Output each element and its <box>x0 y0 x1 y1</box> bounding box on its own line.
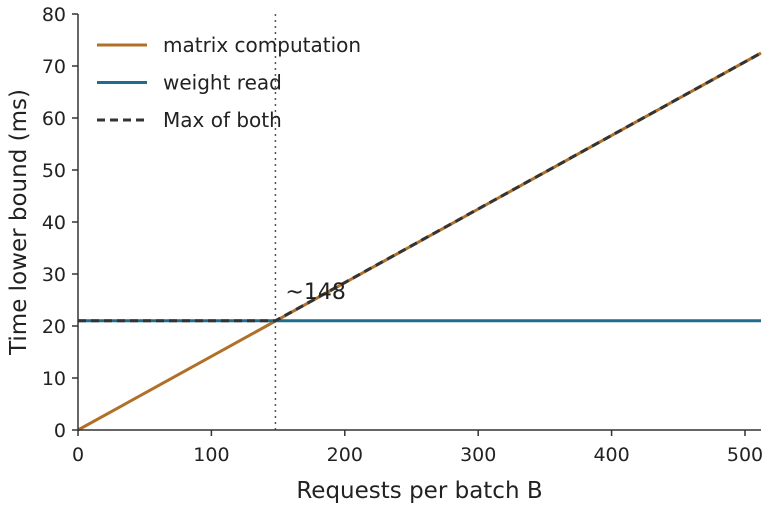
series-line-max-of-both <box>78 51 762 323</box>
legend-label: Max of both <box>163 108 282 132</box>
y-tick-label: 20 <box>42 316 66 338</box>
plot-area <box>77 14 762 432</box>
x-tick-label: 400 <box>593 444 629 466</box>
y-tick-label: 10 <box>42 368 66 390</box>
x-tick-label: 200 <box>327 444 363 466</box>
x-tick-label: 500 <box>727 444 763 466</box>
y-tick-label: 30 <box>42 264 66 286</box>
y-tick-label: 60 <box>42 108 66 130</box>
y-tick-label: 0 <box>54 420 66 442</box>
x-tick-label: 300 <box>460 444 496 466</box>
legend: matrix computation weight read Max of both <box>97 33 361 132</box>
axes: 0 100 200 300 400 500 0 10 20 30 40 50 60 70 80 <box>42 4 763 466</box>
y-tick-label: 70 <box>42 56 66 78</box>
y-tick-label: 80 <box>42 4 66 26</box>
legend-label: weight read <box>163 71 282 95</box>
x-tick-label: 100 <box>193 444 229 466</box>
x-tick-label: 0 <box>72 444 84 466</box>
series-line-matrix-computation <box>77 51 762 432</box>
y-axis-label: Time lower bound (ms) <box>6 89 32 356</box>
x-axis-label: Requests per batch B <box>296 478 542 504</box>
y-tick-label: 50 <box>42 160 66 182</box>
legend-label: matrix computation <box>163 33 361 57</box>
y-tick-label: 40 <box>42 212 66 234</box>
intersection-annotation: ~148 <box>285 280 345 305</box>
